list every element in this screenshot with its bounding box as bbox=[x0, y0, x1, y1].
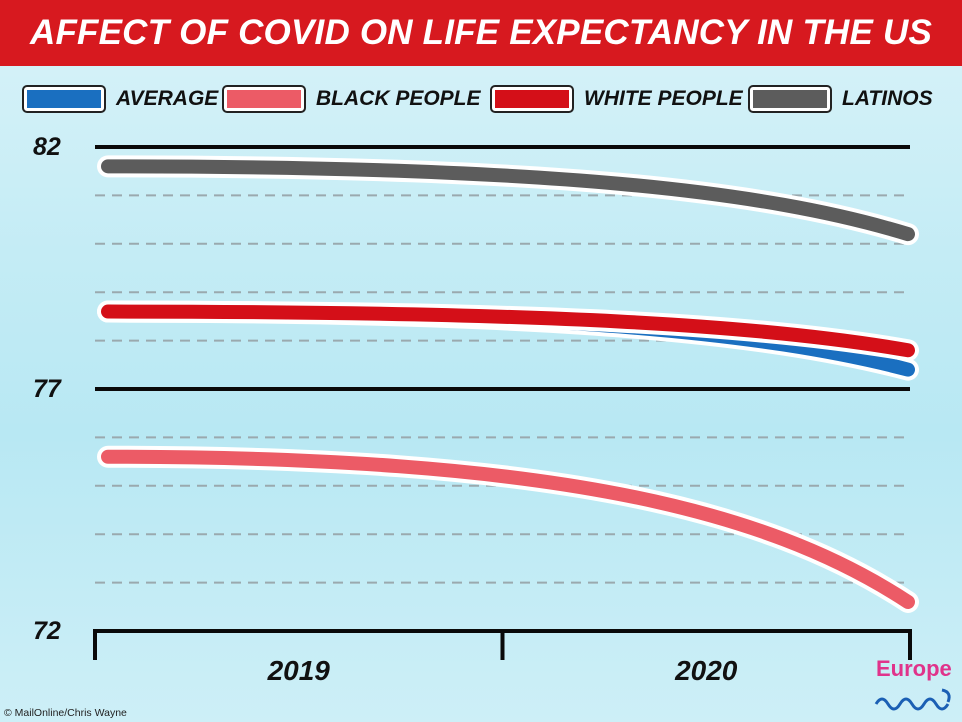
chart-title: AFFECT OF COVID ON LIFE EXPECTANCY IN TH… bbox=[29, 13, 932, 52]
legend-label-white-people: WHITE PEOPLE bbox=[584, 87, 743, 110]
image-credit: © MailOnline/Chris Wayne bbox=[4, 707, 127, 719]
legend-item-average: AVERAGE bbox=[24, 84, 218, 114]
legend-swatch-black-people bbox=[224, 87, 304, 111]
logo-wordmark: Europe bbox=[876, 656, 952, 681]
legend-swatch-latinos bbox=[750, 87, 830, 111]
x-tick-label: 2020 bbox=[674, 655, 738, 686]
europe-malayali-logo: Europe bbox=[872, 656, 960, 718]
legend-swatch-average bbox=[24, 87, 104, 111]
legend-swatch-white-people bbox=[492, 87, 572, 111]
legend-item-black-people: BLACK PEOPLE bbox=[224, 84, 481, 114]
series-line-latinos bbox=[101, 159, 915, 242]
legend: AVERAGE BLACK PEOPLE WHITE PEOPLE LATINO… bbox=[0, 84, 962, 114]
x-tick-label: 2019 bbox=[267, 655, 331, 686]
series-line-black-people bbox=[101, 449, 915, 609]
y-tick-label: 82 bbox=[33, 133, 61, 161]
series-line-white-people bbox=[101, 304, 915, 358]
legend-item-latinos: LATINOS bbox=[750, 84, 933, 114]
y-tick-label: 77 bbox=[33, 375, 62, 403]
title-banner: AFFECT OF COVID ON LIFE EXPECTANCY IN TH… bbox=[0, 0, 962, 66]
legend-label-black-people: BLACK PEOPLE bbox=[316, 87, 481, 110]
legend-label-latinos: LATINOS bbox=[842, 87, 933, 110]
legend-label-average: AVERAGE bbox=[116, 87, 219, 110]
legend-item-white-people: WHITE PEOPLE bbox=[492, 84, 743, 114]
logo-script-mark bbox=[874, 688, 951, 711]
y-tick-label: 72 bbox=[33, 617, 61, 645]
